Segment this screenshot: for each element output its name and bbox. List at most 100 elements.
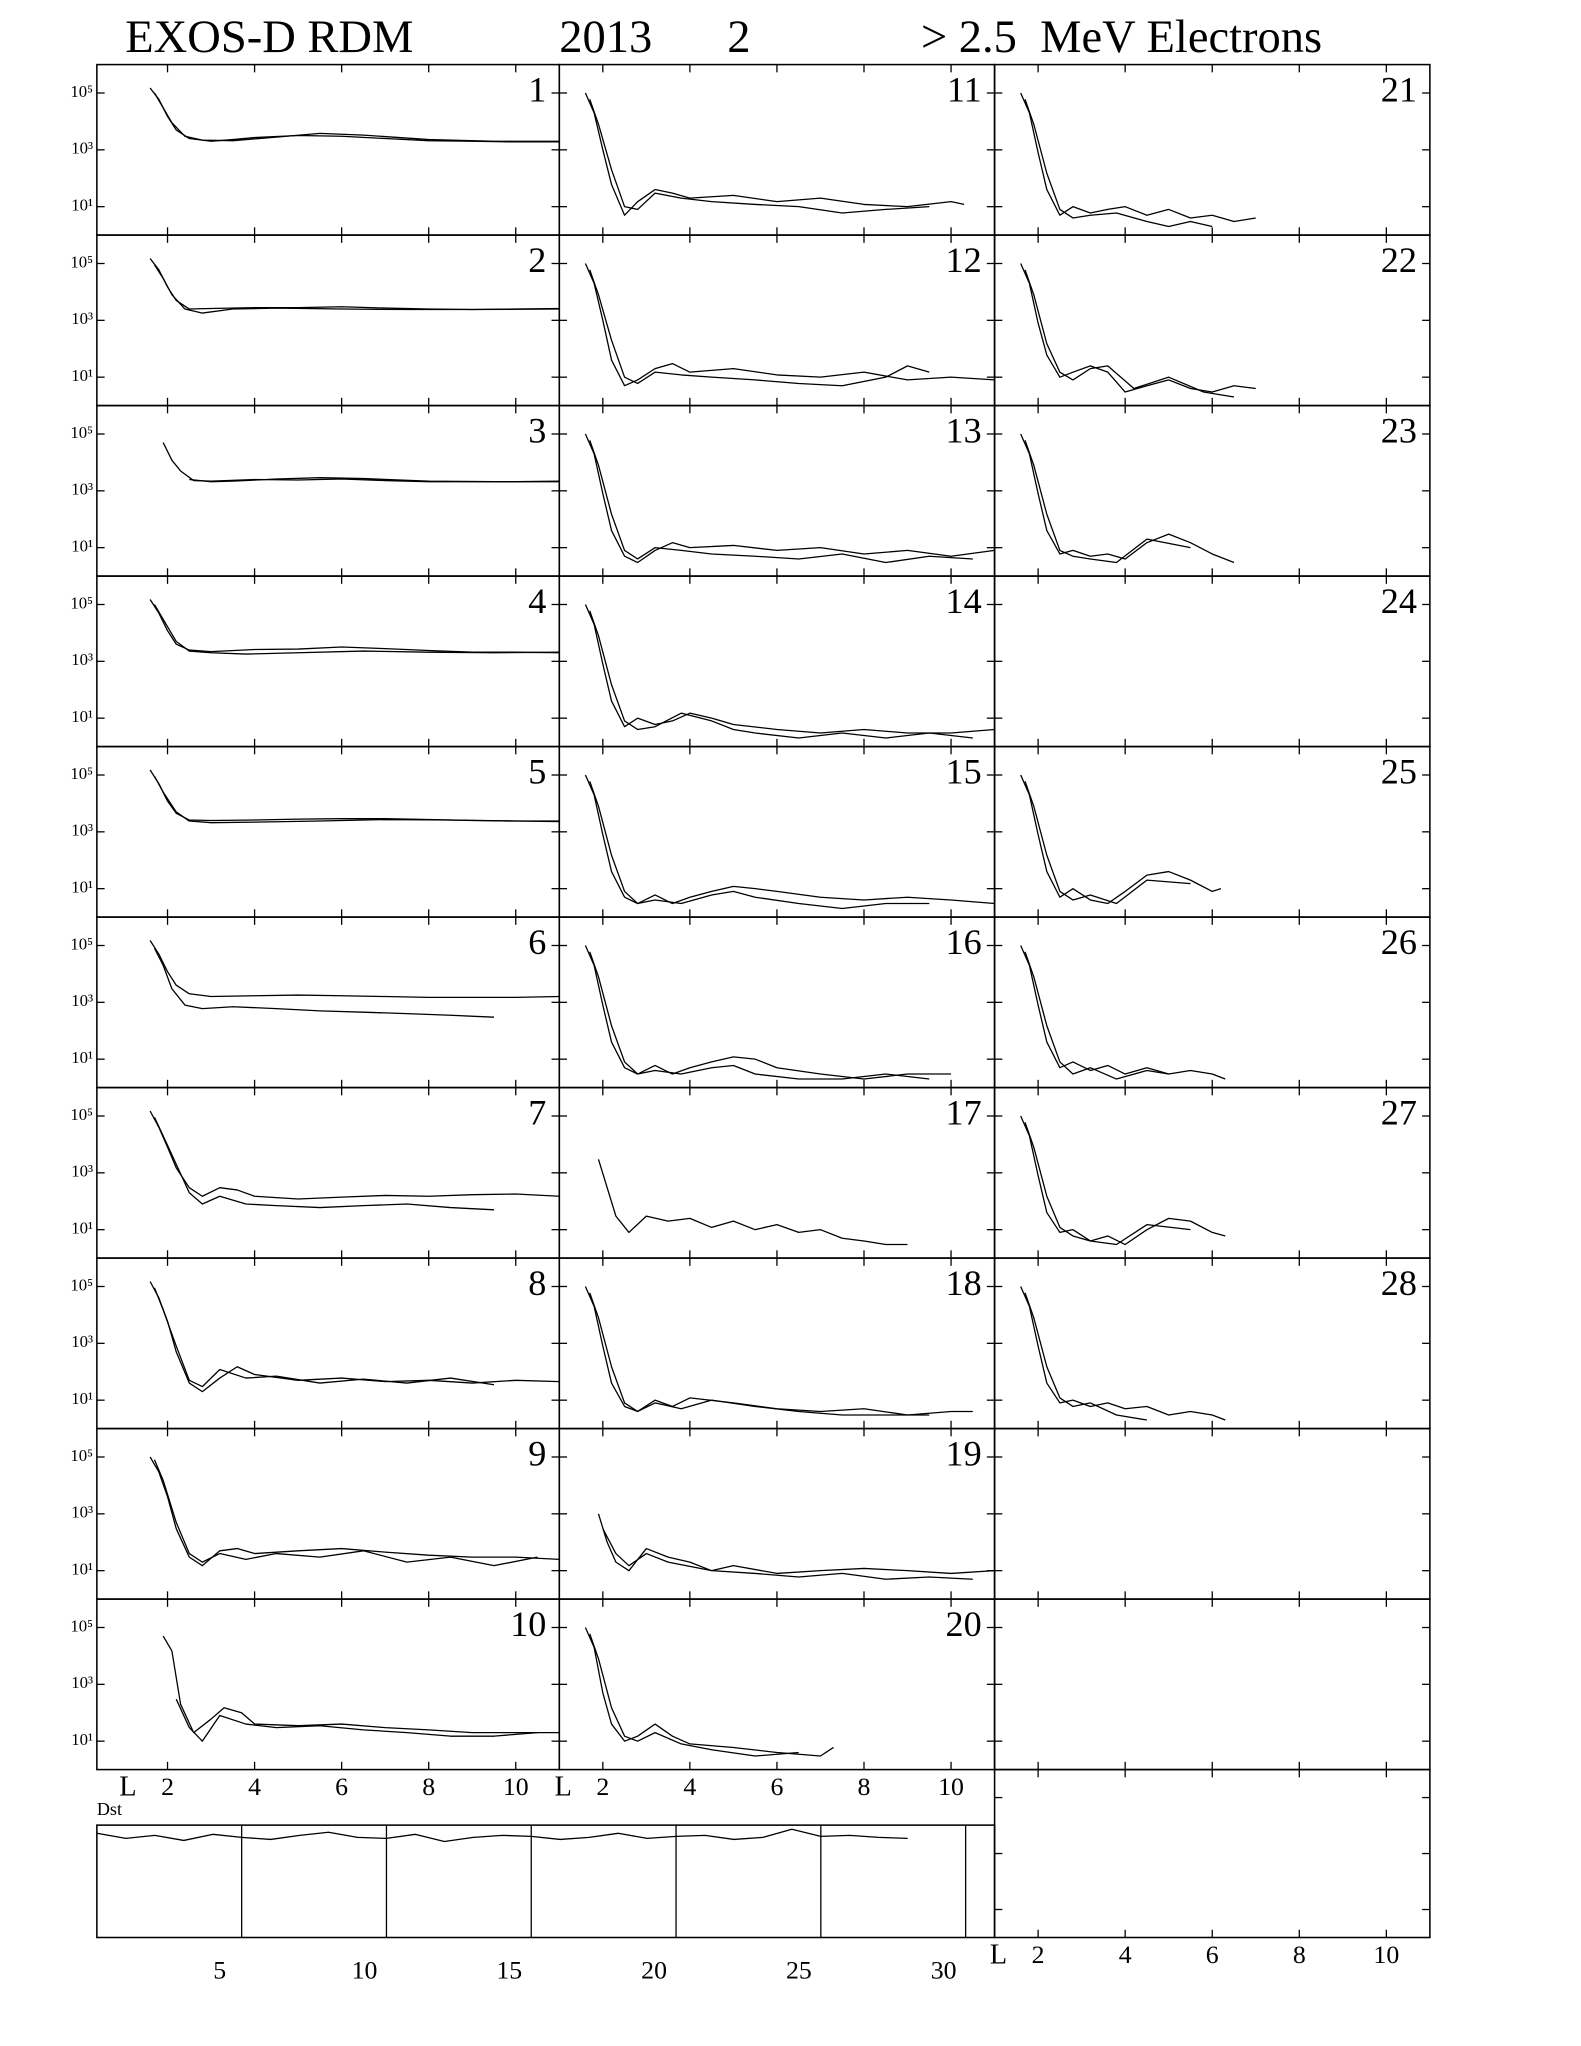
panel-number: 15 bbox=[946, 751, 982, 791]
x-axis-label: L bbox=[119, 1771, 136, 1802]
dst-label: Dst bbox=[97, 1799, 122, 1819]
x-tick-label: 2 bbox=[161, 1772, 174, 1801]
y-tick-label: 10⁵ bbox=[70, 934, 93, 953]
x-tick-label: 8 bbox=[422, 1772, 435, 1801]
panel-number: 19 bbox=[946, 1433, 982, 1473]
data-line bbox=[1020, 433, 1235, 564]
panel-number: 6 bbox=[528, 922, 546, 962]
y-tick-label: 10³ bbox=[71, 821, 93, 840]
panel-number: 24 bbox=[1381, 581, 1417, 621]
x-tick-label: 4 bbox=[683, 1772, 696, 1801]
panel-number: 2 bbox=[528, 240, 546, 280]
data-line bbox=[589, 440, 973, 564]
y-tick-label: 10¹ bbox=[71, 196, 93, 215]
x-tick-label: 15 bbox=[496, 1955, 522, 1984]
data-line bbox=[96, 1828, 908, 1843]
x-tick-label: 4 bbox=[248, 1772, 261, 1801]
data-line bbox=[1024, 99, 1213, 228]
x-tick-label: 25 bbox=[786, 1955, 812, 1984]
data-line bbox=[1024, 781, 1191, 905]
data-line bbox=[153, 264, 560, 314]
y-tick-label: 10⁵ bbox=[70, 1446, 93, 1465]
data-line bbox=[1024, 1292, 1148, 1421]
y-tick-label: 10¹ bbox=[71, 707, 93, 726]
x-axis-label: L bbox=[554, 1771, 571, 1802]
x-tick-label: 30 bbox=[931, 1955, 957, 1984]
panel-number: 21 bbox=[1381, 69, 1417, 109]
x-tick-label: 20 bbox=[641, 1955, 667, 1984]
x-axis-label: L bbox=[990, 1939, 1007, 1970]
data-line bbox=[589, 99, 930, 214]
data-line bbox=[584, 1286, 973, 1416]
data-line bbox=[1024, 951, 1169, 1080]
data-line bbox=[589, 1633, 799, 1757]
y-tick-label: 10³ bbox=[71, 1673, 93, 1692]
data-line bbox=[153, 1117, 495, 1211]
data-line bbox=[1020, 263, 1256, 393]
energy-title: > 2.5 MeV Electrons bbox=[921, 12, 1322, 63]
x-tick-label: 6 bbox=[770, 1772, 783, 1801]
data-line bbox=[153, 775, 560, 824]
y-tick-label: 10³ bbox=[71, 991, 93, 1010]
x-tick-label: 10 bbox=[938, 1772, 964, 1801]
panel-number: 9 bbox=[528, 1433, 546, 1473]
panel-number: 25 bbox=[1381, 751, 1417, 791]
data-line bbox=[1024, 1122, 1191, 1246]
data-line bbox=[1020, 1286, 1226, 1421]
x-tick-label: 6 bbox=[1206, 1940, 1219, 1969]
data-line bbox=[589, 269, 930, 387]
data-line bbox=[584, 945, 952, 1080]
y-tick-label: 10¹ bbox=[71, 1219, 93, 1238]
y-tick-label: 10⁵ bbox=[70, 1275, 93, 1294]
panel-number: 26 bbox=[1381, 922, 1417, 962]
y-tick-label: 10³ bbox=[71, 309, 93, 328]
panel-number: 3 bbox=[528, 410, 546, 450]
panel-number: 8 bbox=[528, 1263, 546, 1303]
y-tick-label: 10¹ bbox=[71, 1389, 93, 1408]
data-line bbox=[584, 92, 965, 216]
data-line bbox=[589, 781, 930, 910]
x-tick-label: 4 bbox=[1119, 1940, 1132, 1969]
month-title: 2 bbox=[727, 12, 750, 63]
panel-number: 1 bbox=[528, 69, 546, 109]
y-tick-label: 10¹ bbox=[71, 537, 93, 556]
data-line bbox=[153, 604, 560, 655]
data-line bbox=[584, 774, 995, 905]
data-line bbox=[1024, 269, 1235, 398]
panel-number: 23 bbox=[1381, 410, 1417, 450]
data-line bbox=[189, 477, 560, 483]
x-tick-label: 5 bbox=[213, 1955, 226, 1984]
data-line bbox=[153, 1459, 538, 1567]
y-tick-label: 10⁵ bbox=[70, 1616, 93, 1635]
y-tick-label: 10¹ bbox=[71, 1730, 93, 1749]
panel-number: 11 bbox=[947, 69, 982, 109]
data-line bbox=[589, 610, 973, 739]
panel-number: 28 bbox=[1381, 1263, 1417, 1303]
data-line bbox=[162, 1635, 560, 1734]
instrument-title: EXOS-D RDM bbox=[125, 12, 413, 63]
panel-number: 7 bbox=[528, 1092, 546, 1132]
panel-number: 22 bbox=[1381, 240, 1417, 280]
panel-number: 5 bbox=[528, 751, 546, 791]
x-tick-label: 10 bbox=[1373, 1940, 1399, 1969]
data-line bbox=[584, 433, 995, 564]
y-tick-label: 10¹ bbox=[71, 878, 93, 897]
y-tick-label: 10³ bbox=[71, 480, 93, 499]
y-tick-label: 10³ bbox=[71, 650, 93, 669]
panel-number: 17 bbox=[946, 1092, 982, 1132]
panel-number: 4 bbox=[528, 581, 546, 621]
data-line bbox=[589, 1292, 930, 1416]
x-tick-label: 10 bbox=[352, 1955, 378, 1984]
panel-number: 18 bbox=[946, 1263, 982, 1303]
data-line bbox=[597, 1159, 908, 1246]
y-tick-label: 10³ bbox=[71, 1162, 93, 1181]
data-line bbox=[153, 1287, 495, 1388]
data-line bbox=[149, 1456, 560, 1567]
y-tick-label: 10⁵ bbox=[70, 764, 93, 783]
data-line bbox=[602, 1528, 973, 1580]
y-tick-label: 10⁵ bbox=[70, 252, 93, 271]
y-tick-label: 10³ bbox=[71, 1332, 93, 1351]
